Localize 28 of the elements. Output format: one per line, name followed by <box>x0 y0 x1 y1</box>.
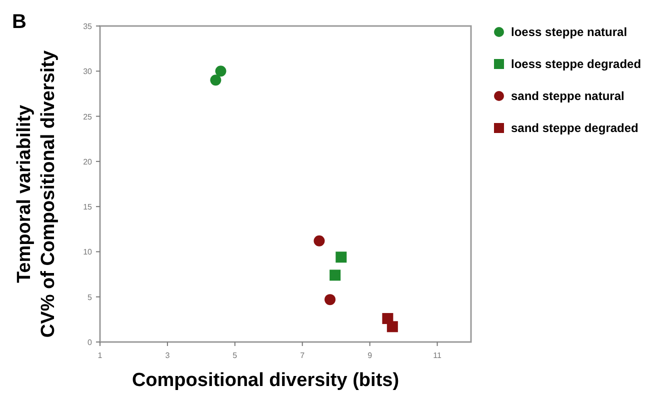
x-tick-label: 11 <box>433 351 442 360</box>
point <box>210 74 222 86</box>
x-tick-label: 5 <box>232 351 238 360</box>
point <box>324 294 336 306</box>
x-axis-title: Compositional diversity (bits) <box>132 370 400 391</box>
x-tick-label: 3 <box>165 351 170 360</box>
x-tick-label: 9 <box>368 351 373 360</box>
y-tick-label: 5 <box>88 292 93 302</box>
legend-label: sand steppe degraded <box>511 121 638 135</box>
x-tick-label: 7 <box>300 351 306 360</box>
y-tick-label: 25 <box>83 112 93 122</box>
legend-label: sand steppe natural <box>511 89 624 103</box>
legend-label: loess steppe natural <box>511 25 628 39</box>
y-tick-label: 10 <box>83 248 93 257</box>
point <box>330 270 341 281</box>
chart-title: B <box>12 11 26 33</box>
y-tick-label: 35 <box>83 22 93 31</box>
point <box>336 252 347 263</box>
y-tick-label: 20 <box>83 157 93 166</box>
x-tick-label: 1 <box>98 351 103 360</box>
point <box>386 321 398 332</box>
y-tick-label: 0 <box>88 338 93 347</box>
legend-label: loess steppe degraded <box>511 57 642 71</box>
y-axis-title: Temporal variability CV% of Compositional diversity <box>14 50 59 338</box>
point <box>215 66 226 77</box>
y-tick-label: 30 <box>83 67 93 76</box>
y-tick-label: 15 <box>83 202 93 212</box>
point <box>314 235 325 246</box>
